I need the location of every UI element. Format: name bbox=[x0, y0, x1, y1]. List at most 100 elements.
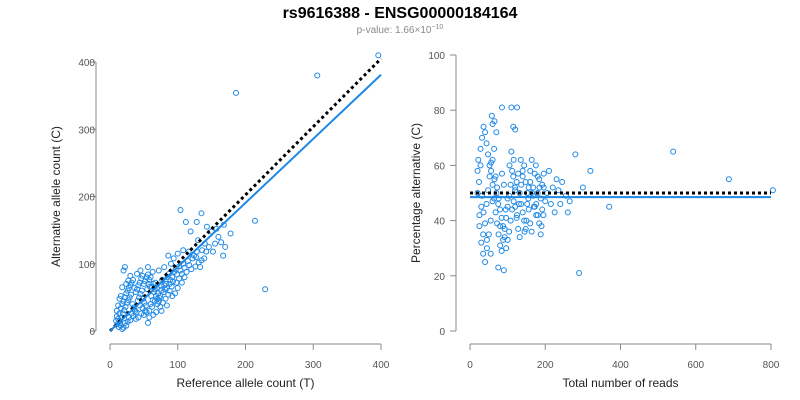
data-point bbox=[525, 195, 532, 202]
x-tick-label: 400 bbox=[373, 360, 390, 371]
y-tick-label: 0 bbox=[89, 327, 95, 338]
y-axis-label: Alternative allele count (C) bbox=[49, 126, 63, 267]
data-point bbox=[158, 307, 165, 314]
data-point bbox=[149, 268, 156, 275]
fit-line bbox=[109, 74, 382, 332]
data-point bbox=[489, 181, 496, 188]
data-point bbox=[479, 134, 486, 141]
data-point bbox=[120, 267, 127, 274]
data-point bbox=[557, 201, 564, 208]
y-tick-label: 20 bbox=[434, 272, 446, 283]
data-point bbox=[182, 219, 189, 226]
data-point bbox=[157, 293, 164, 300]
y-tick-label: 0 bbox=[439, 327, 445, 338]
data-point bbox=[500, 267, 507, 274]
x-axis-label: Reference allele count (T) bbox=[176, 376, 314, 390]
data-point bbox=[518, 181, 525, 188]
data-point bbox=[121, 294, 128, 301]
data-point bbox=[521, 162, 528, 169]
data-point bbox=[725, 176, 732, 183]
data-point bbox=[546, 167, 553, 174]
data-point bbox=[551, 209, 558, 216]
data-point bbox=[163, 302, 170, 309]
data-point bbox=[488, 112, 495, 119]
data-point bbox=[178, 279, 185, 286]
data-point bbox=[521, 217, 528, 224]
data-point bbox=[528, 156, 535, 163]
data-point bbox=[116, 310, 123, 317]
data-point bbox=[142, 278, 149, 285]
data-point bbox=[506, 162, 513, 169]
data-point bbox=[483, 236, 490, 243]
data-point bbox=[527, 167, 534, 174]
data-point bbox=[512, 126, 519, 133]
data-point bbox=[506, 192, 513, 199]
data-point bbox=[157, 303, 164, 310]
data-point bbox=[215, 233, 222, 240]
data-point bbox=[121, 264, 128, 271]
data-point bbox=[493, 190, 500, 196]
data-point bbox=[183, 268, 190, 275]
data-point bbox=[121, 319, 128, 326]
data-point bbox=[485, 151, 492, 158]
y-tick-label: 300 bbox=[78, 125, 95, 136]
data-point bbox=[203, 223, 210, 230]
data-point bbox=[489, 121, 496, 127]
data-point bbox=[155, 298, 162, 305]
pvalue-exponent: −10 bbox=[431, 24, 444, 31]
data-point bbox=[555, 187, 562, 194]
data-point bbox=[492, 209, 499, 216]
data-point bbox=[147, 274, 154, 281]
data-point bbox=[233, 89, 240, 96]
data-point bbox=[500, 236, 507, 243]
data-point bbox=[522, 225, 529, 232]
data-point bbox=[119, 284, 126, 291]
data-point bbox=[534, 190, 541, 196]
data-point bbox=[564, 209, 571, 216]
x-tick-label: 0 bbox=[107, 360, 113, 371]
data-point bbox=[127, 272, 134, 279]
data-point bbox=[476, 212, 483, 219]
data-point bbox=[495, 201, 502, 208]
x-tick-label: 300 bbox=[305, 360, 322, 371]
data-point bbox=[547, 201, 554, 208]
data-point bbox=[516, 190, 523, 196]
data-point bbox=[170, 255, 177, 262]
data-point bbox=[498, 170, 505, 177]
data-point bbox=[497, 206, 504, 213]
data-point bbox=[487, 217, 494, 224]
data-point bbox=[510, 156, 517, 163]
data-point bbox=[483, 201, 490, 208]
data-point bbox=[251, 217, 258, 224]
data-point bbox=[172, 290, 179, 297]
data-point bbox=[528, 228, 535, 235]
data-point bbox=[512, 203, 519, 210]
data-point bbox=[165, 291, 172, 298]
data-point bbox=[494, 220, 501, 227]
data-point bbox=[203, 248, 210, 255]
data-point bbox=[769, 187, 776, 194]
data-point bbox=[181, 274, 188, 281]
data-point bbox=[488, 167, 495, 174]
data-point bbox=[136, 279, 143, 286]
data-point bbox=[144, 319, 151, 326]
data-point bbox=[536, 176, 543, 183]
data-point bbox=[150, 311, 157, 318]
y-tick-label: 100 bbox=[78, 260, 95, 271]
data-point bbox=[125, 314, 132, 321]
x-tick-label: 800 bbox=[763, 360, 780, 371]
data-point bbox=[537, 231, 544, 238]
data-point bbox=[500, 181, 507, 188]
x-tick-label: 200 bbox=[237, 360, 254, 371]
data-point bbox=[474, 167, 481, 174]
data-point bbox=[483, 245, 490, 252]
data-point bbox=[174, 284, 181, 291]
data-point bbox=[142, 307, 149, 314]
data-point bbox=[191, 252, 198, 259]
scatter-panel-1: 0 100 200 300 400 0 100 200 300 400 Reference alle… bbox=[49, 52, 390, 390]
data-point bbox=[495, 264, 502, 271]
data-point bbox=[174, 250, 181, 257]
data-point bbox=[474, 190, 481, 196]
data-point bbox=[540, 212, 547, 219]
